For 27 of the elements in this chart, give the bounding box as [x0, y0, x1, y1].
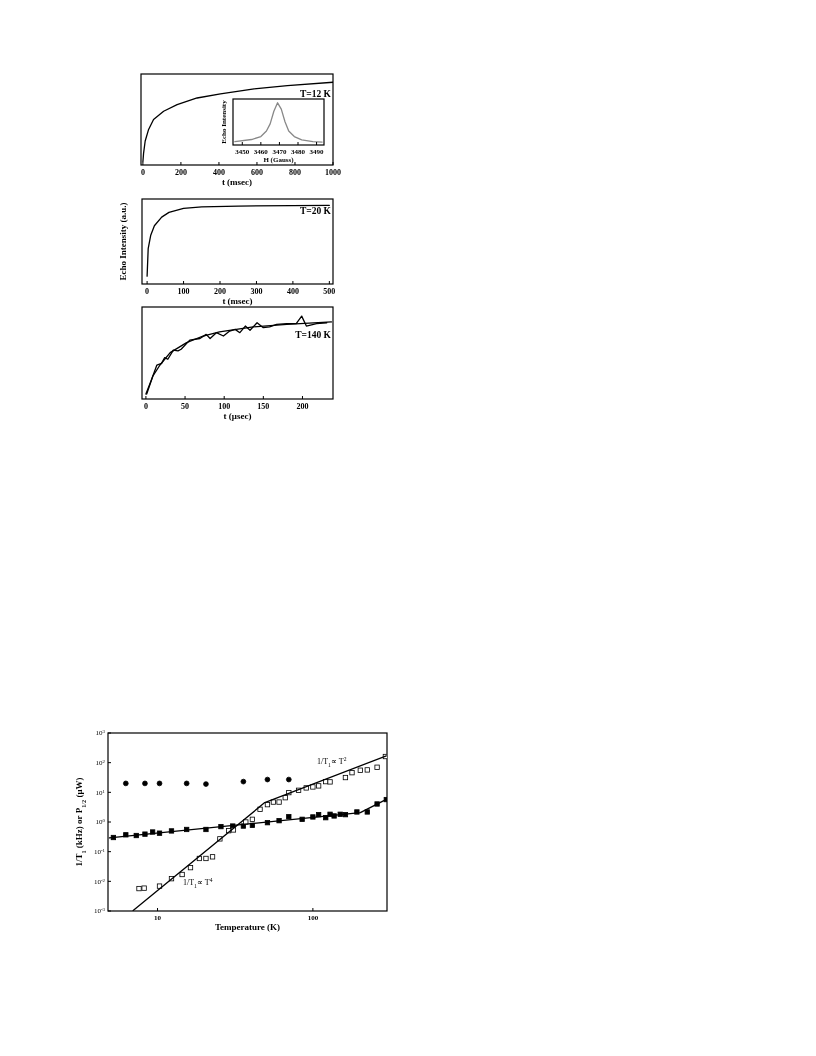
x-tick-label: 500: [323, 287, 336, 296]
x-tick-label: 50: [181, 402, 190, 411]
annotation: T=20 K: [299, 206, 332, 216]
annotation: 1/T$_{1}$∝ T$^{2}$: [317, 756, 347, 768]
annotation: T=12 K: [299, 89, 332, 99]
x-axis-title: t (msec): [222, 296, 253, 306]
x-tick-label: 0: [143, 402, 148, 411]
annotation: 1/T$_{1}$∝ T$^{4}$: [183, 877, 213, 889]
x-tick-label: 400: [286, 287, 299, 296]
x-tick-label: 150: [257, 402, 270, 411]
x-tick-label: 100: [177, 287, 190, 296]
x-tick-label: 300: [250, 287, 263, 296]
x-tick-label: 0: [140, 168, 145, 177]
x-axis-title: Temperature (K): [214, 922, 281, 932]
x-tick-label: 200: [174, 168, 187, 177]
x-tick-label: 1000: [325, 168, 341, 177]
x-tick-label: 0: [145, 287, 150, 296]
x-axis-title: t (μsec): [223, 411, 252, 421]
annotation: T=140 K: [295, 330, 332, 340]
x-tick-label: 400: [212, 168, 225, 177]
x-tick-label: 200: [214, 287, 226, 296]
x-axis-title: t (msec): [221, 177, 253, 187]
x-tick-label: 100: [218, 402, 231, 411]
x-tick-label: 200: [296, 402, 309, 411]
y-axis-title: Echo Intensity (a.u.): [118, 202, 128, 281]
x-tick-label: 600: [250, 168, 263, 177]
x-tick-label: 800: [288, 168, 301, 177]
